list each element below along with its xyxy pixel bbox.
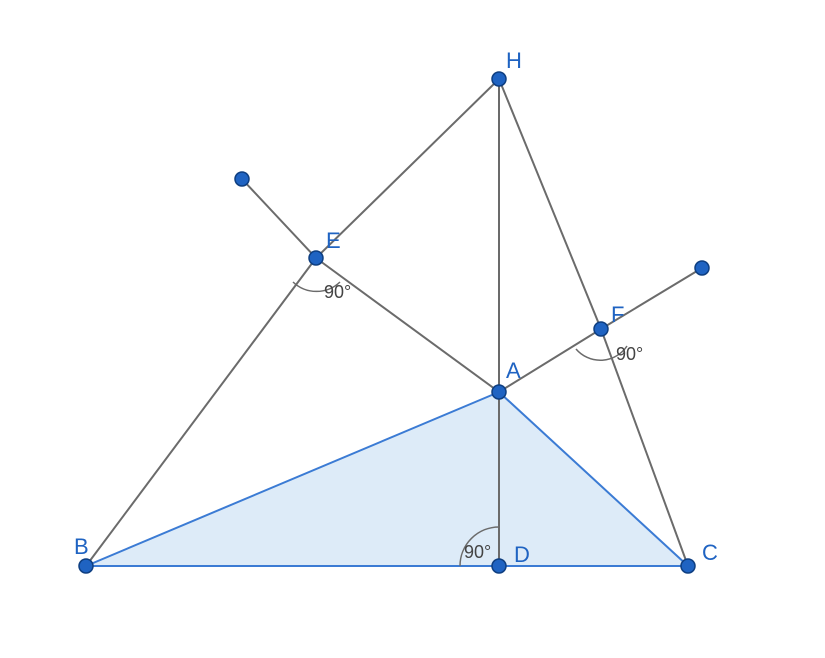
geometry-canvas: 90° 90° 90° A B C D E F H — [0, 0, 825, 658]
triangle-fill — [86, 392, 688, 566]
point-label-E: E — [326, 228, 341, 253]
point-P1 — [235, 172, 249, 186]
edge-H-F — [499, 79, 601, 329]
angle-label-D: 90° — [464, 542, 491, 562]
angle-label-E: 90° — [324, 282, 351, 302]
point-label-F: F — [611, 302, 624, 327]
angle-label-F: 90° — [616, 344, 643, 364]
point-label-B: B — [74, 534, 89, 559]
point-label-D: D — [514, 542, 530, 567]
point-P2 — [695, 261, 709, 275]
point-A — [492, 385, 506, 399]
point-D — [492, 559, 506, 573]
edge-A-E — [316, 258, 499, 392]
point-label-C: C — [702, 540, 718, 565]
edge-E-P1 — [242, 179, 316, 258]
point-E — [309, 251, 323, 265]
point-F — [594, 322, 608, 336]
point-H — [492, 72, 506, 86]
point-label-H: H — [506, 48, 522, 73]
point-C — [681, 559, 695, 573]
edge-E-H — [316, 79, 499, 258]
point-B — [79, 559, 93, 573]
point-label-A: A — [506, 358, 521, 383]
